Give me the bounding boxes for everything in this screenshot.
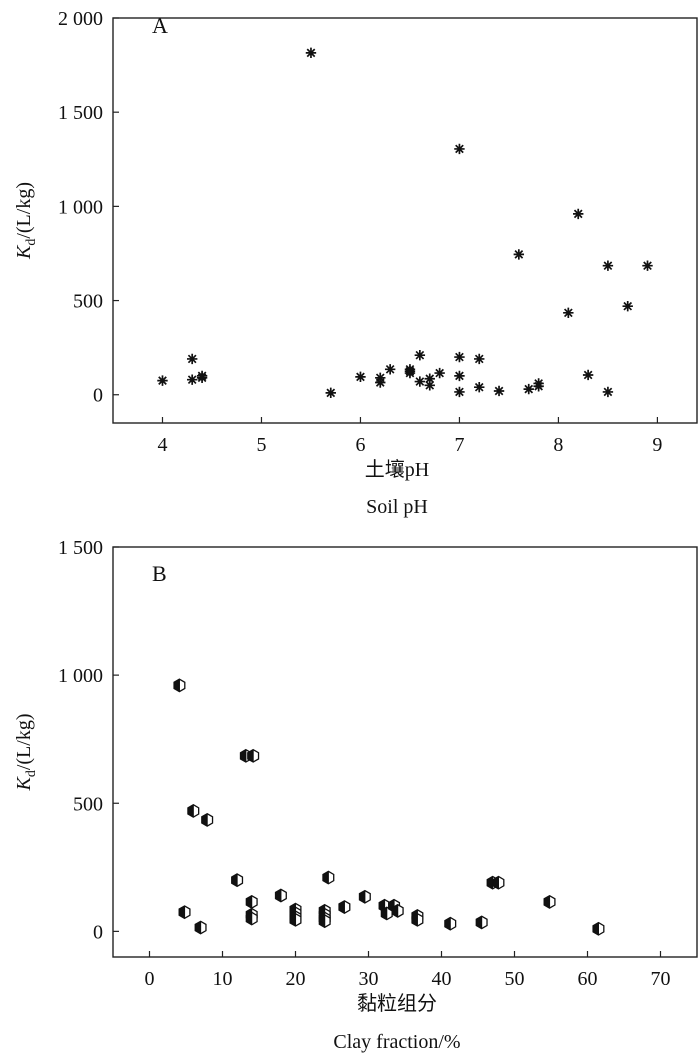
panel-a-data-point xyxy=(424,380,435,391)
panel-b-x-axis-title-en: Clay fraction/% xyxy=(333,1031,460,1053)
panel-a-y-tick-label: 500 xyxy=(73,291,103,313)
panel-b-y-axis-title-unit: /(L/kg) xyxy=(13,714,35,771)
panel-a-plot-frame xyxy=(112,17,698,424)
panel-a-data-point xyxy=(493,385,505,397)
panel-a-x-tick-label: 8 xyxy=(553,434,563,456)
panel-a-data-point xyxy=(454,143,465,155)
panel-a-x-tick-label: 6 xyxy=(355,434,365,456)
panel-b-x-tick-label: 10 xyxy=(213,968,233,990)
panel-a-data-point xyxy=(513,249,525,260)
panel-a-data-point xyxy=(582,369,594,381)
panel-b-data-point xyxy=(194,920,207,935)
panel-b-panel-label: B xyxy=(152,561,167,586)
panel-a-y-tick-label: 1 500 xyxy=(58,102,103,124)
panel-a-data-point xyxy=(186,353,198,365)
panel-a-data-point xyxy=(563,307,574,319)
panel-b-data-point xyxy=(247,748,260,763)
panel-a-data-point xyxy=(454,386,465,398)
panel-a-data-point xyxy=(404,367,416,379)
panel-a-data-point xyxy=(414,349,426,361)
panel-a-x-axis-title-en: Soil pH xyxy=(366,496,428,518)
panel-a-x-tick-label: 4 xyxy=(157,434,167,456)
panel-b-data-point xyxy=(289,912,302,927)
panel-b-y-tick-label: 1 500 xyxy=(58,537,103,559)
panel-b-data-point xyxy=(475,915,488,930)
panel-a-y-tick-label: 1 000 xyxy=(58,196,103,218)
panel-b-x-tick-label: 60 xyxy=(578,968,598,990)
panel-b-data-point xyxy=(543,894,556,909)
panel-b-data-point xyxy=(411,912,424,927)
panel-a-data-point xyxy=(325,387,336,399)
panel-b-data-point xyxy=(201,812,214,827)
panel-b-y-axis-title: Kd/(L/kg) xyxy=(13,714,39,792)
panel-b-data-point xyxy=(380,906,393,921)
panel-b-plot-frame xyxy=(112,546,698,958)
panel-a-data-point xyxy=(523,383,534,395)
panel-b-x-tick-label: 50 xyxy=(505,968,525,990)
panel-a-data-point xyxy=(573,208,584,220)
panel-b-chart: 0 10 20 30 40 50 60 70 0 500 1 000 1 500 B 黏粒组分 Clay f… xyxy=(13,537,698,1053)
panel-b-x-axis-title: 黏粒组分 xyxy=(357,992,437,1015)
panel-a-data-point xyxy=(642,260,653,271)
panel-b-x-tick-label: 30 xyxy=(359,968,379,990)
panel-b-data-point xyxy=(338,900,351,914)
panel-a-y-axis-title-unit: /(L/kg) xyxy=(13,182,35,239)
panel-b-data-point xyxy=(492,875,505,890)
panel-b-data-point xyxy=(245,894,258,909)
panel-a-data-point xyxy=(602,260,614,271)
panel-b-x-tick-label: 40 xyxy=(432,968,452,990)
panel-a-data-point xyxy=(533,381,544,392)
panel-a-data-point xyxy=(424,373,435,384)
panel-a-data-point xyxy=(157,375,168,386)
panel-b-data-point xyxy=(592,921,605,936)
panel-a-data-point xyxy=(474,382,485,393)
panel-b-y-tick-label: 500 xyxy=(73,793,103,815)
panel-b-x-tick-label: 20 xyxy=(286,968,306,990)
panel-b-y-tick-label: 1 000 xyxy=(58,665,103,687)
panel-a-data-point xyxy=(375,377,386,388)
panel-a-data-point xyxy=(474,353,485,365)
panel-b-data-point xyxy=(231,873,244,888)
panel-b-x-tick-label: 70 xyxy=(651,968,671,990)
panel-b-data-point xyxy=(358,889,371,904)
panel-a-chart: 4 5 6 7 8 9 0 500 1 000 1 500 2 000 A 土壤pH Soil pH Kd/… xyxy=(13,8,698,518)
panel-a-data-point xyxy=(414,376,426,387)
panel-a-y-tick-label: 2 000 xyxy=(58,8,103,30)
panel-b-y-axis-title-symbol: K xyxy=(13,776,35,792)
panel-b-data-point xyxy=(187,803,200,818)
panel-a-x-axis-title: 土壤pH xyxy=(365,458,429,481)
panel-a-data-point xyxy=(186,374,198,385)
panel-b-data-point xyxy=(245,911,258,926)
panel-b-x-tick-label: 0 xyxy=(145,968,155,990)
panel-a-data-point xyxy=(355,371,366,383)
panel-a-data-point xyxy=(454,351,465,363)
panel-b-y-tick-label: 0 xyxy=(93,921,103,943)
panel-a-data-point xyxy=(622,301,633,312)
panel-b-data-point xyxy=(274,888,287,903)
panel-a-panel-label: A xyxy=(152,13,168,38)
panel-a-data-point xyxy=(454,370,465,382)
panel-b-data-point xyxy=(444,916,457,931)
panel-a-data-point xyxy=(384,364,396,375)
panel-b-data-point xyxy=(391,903,404,918)
panel-a-x-tick-label: 5 xyxy=(256,434,266,456)
panel-a-data-point xyxy=(196,370,208,382)
panel-b-data-point xyxy=(173,678,186,693)
panel-b-y-axis-title-subscript: d xyxy=(24,770,39,777)
panel-b-data-point xyxy=(322,870,335,885)
panel-a-data-point xyxy=(305,47,317,59)
panel-a-y-axis-title-subscript: d xyxy=(24,239,39,246)
panel-a-x-tick-label: 9 xyxy=(652,434,662,456)
panel-b-data-point xyxy=(318,914,331,929)
panel-a-y-tick-label: 0 xyxy=(93,385,103,407)
panel-a-data-point xyxy=(602,386,614,398)
panel-a-y-axis-title: Kd/(L/kg) xyxy=(13,182,39,260)
panel-a-y-axis-title-symbol: K xyxy=(13,244,35,260)
panel-a-x-tick-label: 7 xyxy=(454,434,464,456)
panel-a-data-point xyxy=(434,367,445,379)
panel-b-data-point xyxy=(178,905,191,920)
